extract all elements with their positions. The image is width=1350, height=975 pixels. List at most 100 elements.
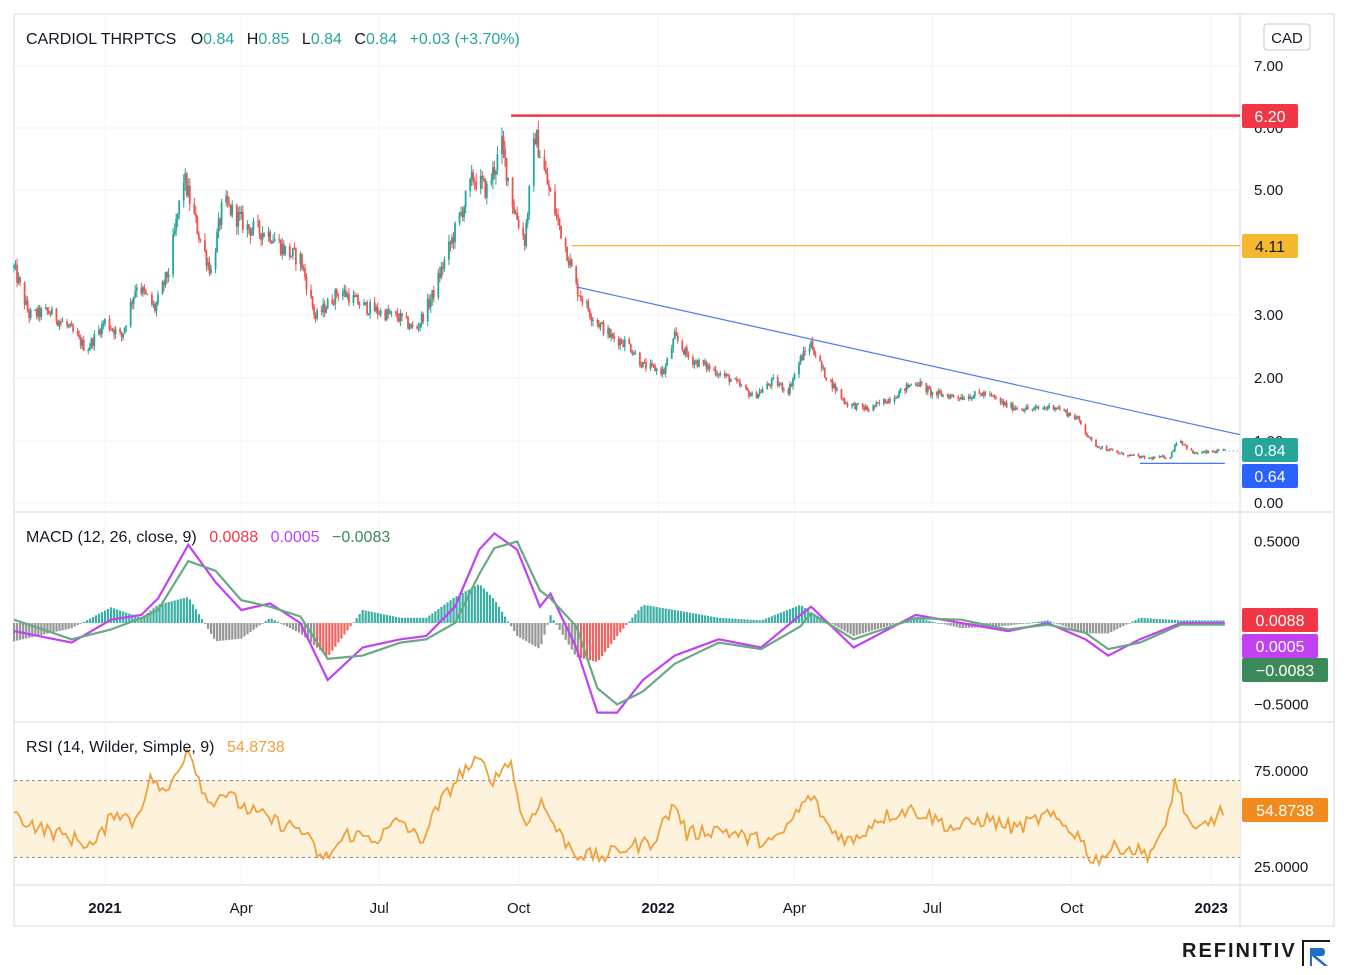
candle-body [767, 383, 770, 385]
macd-histogram-bar [43, 623, 46, 635]
macd-title: MACD (12, 26, close, 9) [26, 529, 197, 546]
macd-histogram-bar [91, 616, 95, 623]
candle-body [885, 403, 888, 405]
currency-button[interactable]: CAD [1263, 23, 1311, 51]
candle-body [60, 321, 62, 323]
macd-histogram-bar [52, 623, 55, 633]
macd-histogram-bar [261, 623, 264, 624]
macd-histogram-bar [549, 615, 552, 623]
macd-histogram-bar [746, 619, 749, 623]
candle-body [758, 391, 761, 395]
candle-body [161, 282, 164, 295]
candle-body [1151, 457, 1154, 460]
price-tag-6.20: 6.20 [1254, 109, 1285, 126]
macd-histogram-bar [313, 623, 316, 646]
candle-body [1131, 454, 1134, 456]
candle-body [82, 340, 85, 351]
macd-histogram-bar [228, 623, 231, 640]
macd-histogram-bar [879, 623, 883, 629]
macd-histogram-bar [1049, 621, 1052, 623]
candle-body [67, 325, 70, 327]
macd-histogram-bar [600, 623, 604, 657]
price-tag-0.84-box [1242, 438, 1298, 462]
macd-histogram-bar [861, 623, 864, 634]
macd-histogram-bar [440, 606, 443, 623]
macd-series-macd [13, 531, 1225, 714]
candle-body [623, 339, 626, 347]
candle-body [1089, 437, 1091, 439]
macd-histogram-bar [1173, 620, 1177, 623]
candle-body [1078, 416, 1081, 421]
open-label: O [191, 31, 203, 48]
macd-histogram-bar [855, 623, 858, 636]
close-label: C [354, 31, 366, 48]
price-tag-0.84: 0.84 [1254, 443, 1285, 460]
candle-body [332, 303, 335, 305]
candle-body [990, 393, 993, 396]
candle-body [734, 378, 737, 380]
macd-series-signal [13, 540, 1225, 706]
macd-histogram-bar [55, 623, 58, 632]
candle-body [394, 311, 397, 314]
candle-body [111, 329, 114, 331]
candle-body [787, 389, 790, 395]
x-tick-label: Jul [923, 900, 942, 917]
trendline [576, 286, 1241, 436]
candle-body [840, 389, 843, 399]
rsi-value-tag-box [1242, 798, 1328, 822]
macd-histogram-bar [619, 623, 622, 633]
macd-histogram-bar [206, 623, 210, 629]
macd-histogram-bar [1219, 620, 1222, 623]
macd-histogram-bar [213, 623, 216, 639]
candle-body [1073, 415, 1076, 420]
candle-body [238, 212, 241, 214]
candle-body [314, 314, 317, 319]
candle-body [719, 373, 722, 376]
candle-body [808, 347, 811, 352]
candle-body [825, 377, 828, 380]
candle-body [1195, 451, 1197, 454]
candle-body [1075, 417, 1078, 420]
candle-body [645, 362, 647, 369]
macd-histogram-bar [140, 617, 143, 623]
price-tag-4.11-box [1242, 234, 1298, 258]
macd-histogram-bar [816, 615, 819, 623]
x-tick-label: Jul [370, 900, 389, 917]
macd-histogram-bar [834, 623, 837, 626]
candle-body [72, 326, 75, 332]
macd-histogram-bar [758, 620, 761, 623]
candle-body [247, 224, 250, 229]
macd-histogram-bar [1073, 623, 1077, 630]
candle-body [599, 323, 602, 328]
candle-body [664, 365, 667, 374]
macd-histogram-bar [385, 614, 389, 623]
macd-histogram-bar [288, 623, 292, 628]
macd-histogram-bar [631, 617, 634, 623]
macd-histogram-bar [585, 623, 589, 660]
rsi-series-line [13, 746, 1225, 868]
candle-body [326, 299, 329, 309]
macd-histogram-bar [100, 612, 104, 623]
macd-histogram-bar [1067, 623, 1070, 628]
x-tick-label: Apr [783, 900, 806, 917]
candle-body [811, 341, 814, 350]
candle-body [545, 169, 547, 174]
candle-body [1055, 407, 1058, 409]
candle-body [642, 361, 644, 368]
candle-body [566, 246, 569, 261]
candle-body [692, 357, 694, 365]
macd-histogram-bar [446, 602, 449, 623]
candle-body [960, 397, 963, 400]
candle-body [443, 259, 446, 269]
candle-body [951, 394, 953, 396]
macd-histogram-bar [504, 616, 507, 623]
candle-body [491, 167, 494, 180]
macd-tick-label: 0.5000 [1254, 534, 1300, 551]
candle-body [152, 303, 155, 305]
macd-histogram-bar [767, 617, 770, 623]
candle-body [937, 390, 940, 396]
macd-histogram-bar [331, 623, 334, 651]
macd-histogram-bar [273, 620, 276, 623]
macd-histogram-bar [416, 617, 419, 623]
signal-legend-value: 0.0005 [271, 529, 320, 546]
